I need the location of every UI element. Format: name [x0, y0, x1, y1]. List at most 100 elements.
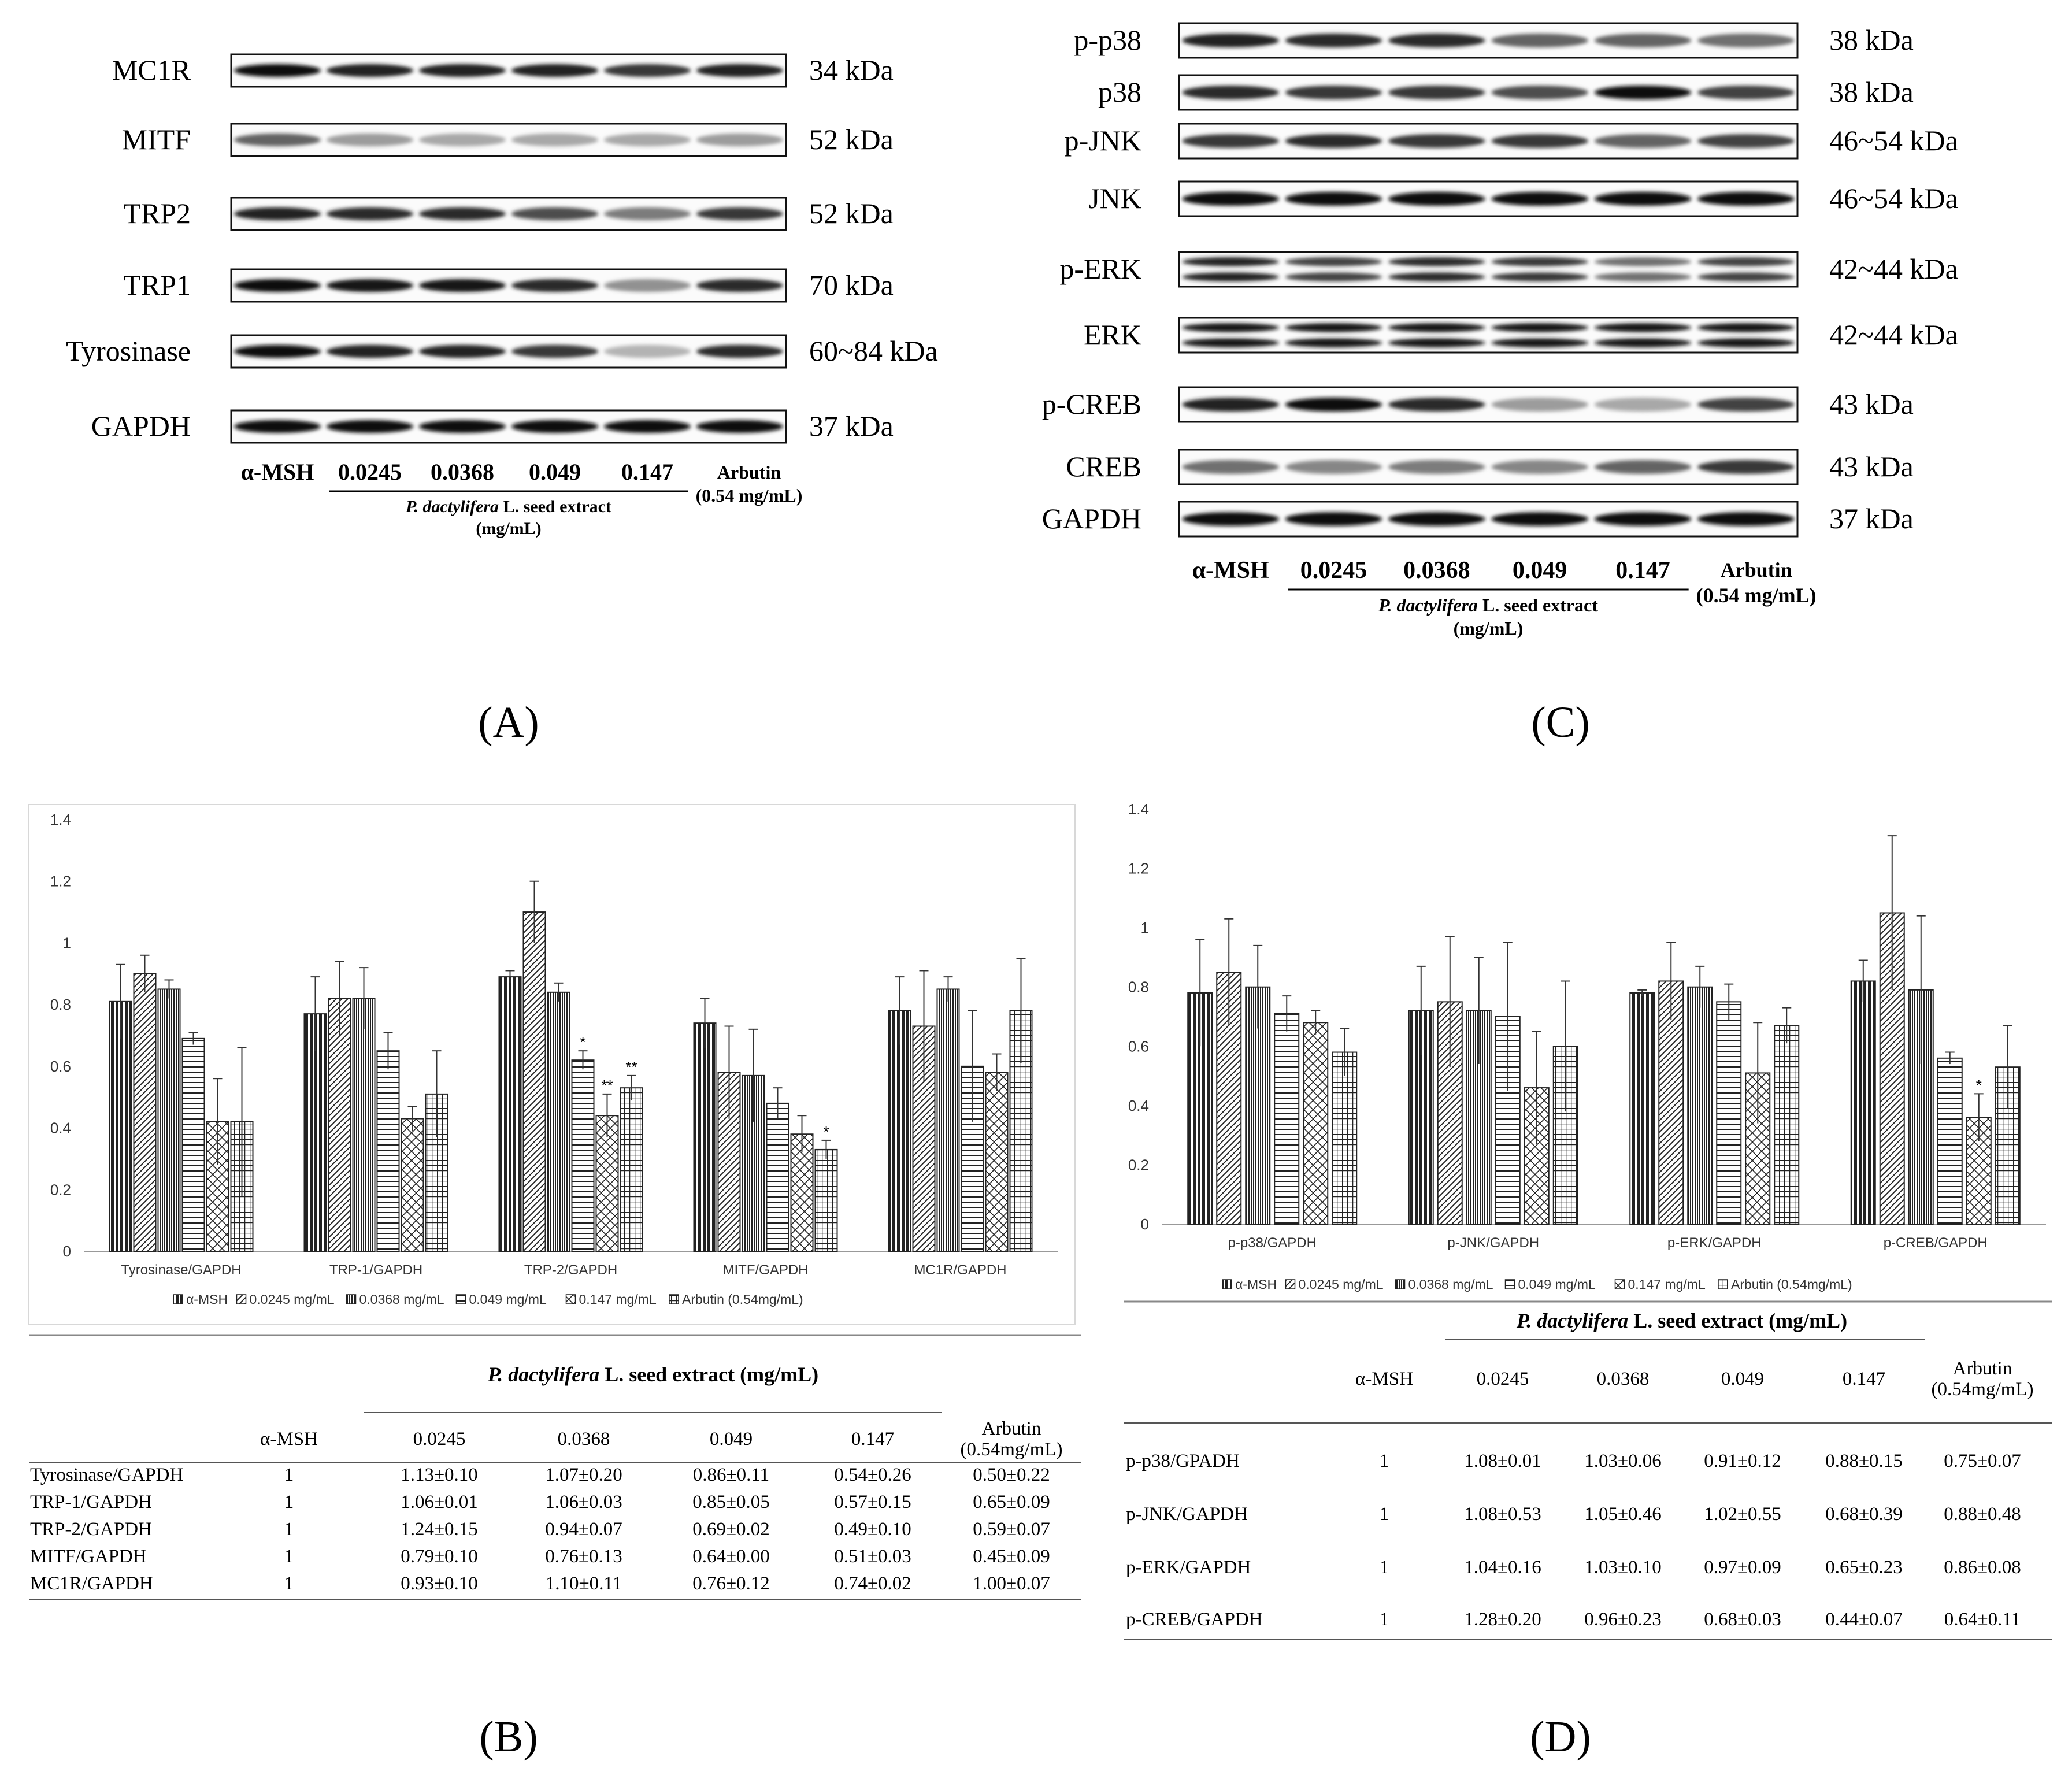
group-title-rest: L. seed extract (mg/mL) — [1628, 1309, 1847, 1332]
blot-band — [418, 207, 506, 221]
blot-band — [233, 420, 321, 433]
legend-swatch — [1614, 1279, 1625, 1289]
blot-band — [1182, 192, 1279, 206]
blot-strip — [1178, 449, 1799, 485]
bar — [1937, 1057, 1963, 1225]
blot-strip — [1178, 74, 1799, 111]
table-column-header: 0.147 — [1843, 1369, 1885, 1389]
legend-entry: Arbutin (0.54mg/mL) — [682, 1292, 803, 1307]
blot-band — [1285, 338, 1382, 347]
legend-entry: 0.0245 mg/mL — [250, 1292, 335, 1307]
x-category-label: p-JNK/GAPDH — [1447, 1235, 1539, 1251]
blot-band — [1697, 460, 1795, 474]
blot-row-label: JNK — [1088, 182, 1141, 214]
blot-row-label: ERK — [1084, 318, 1141, 351]
blot-band — [1491, 34, 1588, 47]
blot-row-label: MC1R — [112, 54, 191, 86]
blot-band — [326, 420, 414, 433]
table-cell: 0.96±0.23 — [1584, 1609, 1662, 1630]
blot-kda-label: 70 kDa — [809, 269, 894, 301]
table-cell: 0.74±0.02 — [834, 1573, 911, 1594]
bar — [1009, 1010, 1033, 1252]
table-row-label: p-ERK/GAPDH — [1126, 1557, 1251, 1578]
x-category-label: Tyrosinase/GAPDH — [121, 1262, 241, 1278]
table-cell: 0.64±0.11 — [1944, 1609, 2021, 1630]
blot-band — [603, 344, 691, 358]
table-cell: 1.13±0.10 — [401, 1465, 478, 1485]
blot-band — [1388, 323, 1485, 332]
table-column-header: 0.0368 — [1597, 1369, 1650, 1389]
legend-entry: α-MSH — [186, 1292, 228, 1307]
blot-kda-label: 52 kDa — [809, 123, 894, 155]
blot-strip — [230, 197, 787, 231]
blot-band — [1491, 460, 1588, 474]
blot-band — [603, 133, 691, 147]
blot-band — [1285, 192, 1382, 206]
blot-band — [1388, 192, 1485, 206]
legend-entry: 0.0368 mg/mL — [359, 1292, 444, 1307]
significance-marker: * — [823, 1123, 829, 1140]
y-tick-label: 0 — [63, 1243, 71, 1260]
blot-band — [603, 207, 691, 221]
blot-arbutin-label: Arbutin — [717, 462, 781, 483]
legend-swatch — [346, 1294, 357, 1304]
blot-arbutin-dose: (0.54 mg/mL) — [696, 485, 803, 506]
table-cell: 0.50±0.22 — [973, 1465, 1050, 1485]
bar — [571, 1059, 595, 1252]
blot-kda-label: 37 kDa — [809, 410, 894, 442]
table-cell: 1 — [284, 1465, 294, 1485]
blot-band — [1697, 338, 1795, 347]
table-row-label: TRP-2/GAPDH — [30, 1519, 152, 1540]
blot-kda-label: 60~84 kDa — [809, 335, 938, 367]
table-cell: 1 — [1380, 1504, 1389, 1525]
table-cell: 0.69±0.02 — [692, 1519, 770, 1540]
blot-strip — [1178, 123, 1799, 160]
blot-band — [1388, 512, 1485, 526]
y-tick-label: 0.8 — [50, 996, 71, 1013]
blot-band — [1697, 34, 1795, 47]
x-category-label: p-CREB/GAPDH — [1884, 1235, 1988, 1251]
table-cell: 0.94±0.07 — [545, 1519, 622, 1540]
blot-band — [1491, 86, 1588, 99]
blot-band — [326, 279, 414, 292]
x-category-label: p-ERK/GAPDH — [1667, 1235, 1762, 1251]
table-cell: 0.51±0.03 — [834, 1546, 911, 1567]
panel-label-b: (B) — [479, 1713, 538, 1761]
bar — [1716, 1001, 1742, 1225]
data-table-panel-b: P. dactylifera L. seed extract (mg/mL) α-… — [29, 1334, 1081, 1600]
significance-marker: ** — [625, 1058, 637, 1076]
blot-row-label: GAPDH — [1042, 502, 1141, 535]
blot-kda-label: 42~44 kDa — [1829, 253, 1958, 285]
blot-lane-label: 0.049 — [1513, 557, 1567, 584]
blot-band — [511, 133, 599, 147]
blot-band — [1182, 86, 1279, 99]
table-cell: 0.85±0.05 — [692, 1492, 770, 1513]
blot-kda-label: 38 kDa — [1829, 24, 1914, 56]
bar — [303, 1013, 327, 1252]
table-cell: 1.00±0.07 — [973, 1573, 1050, 1594]
blot-band — [1594, 257, 1692, 266]
table-cell: 1.08±0.53 — [1464, 1504, 1541, 1525]
blot-strip — [230, 409, 787, 444]
bar — [1658, 980, 1684, 1225]
blot-band — [326, 344, 414, 358]
bar — [961, 1065, 984, 1252]
table-cell: 1.28±0.20 — [1464, 1609, 1541, 1630]
table-cell: 0.64±0.00 — [692, 1546, 770, 1567]
table-cell: 1.07±0.20 — [545, 1465, 622, 1485]
table-cell: 0.65±0.09 — [973, 1492, 1050, 1513]
blot-band — [1388, 34, 1485, 47]
blot-strip — [230, 123, 787, 157]
blot-row-label: GAPDH — [91, 410, 191, 442]
extract-species: P. dactylifera — [1378, 595, 1478, 616]
y-tick-label: 1.4 — [1128, 800, 1149, 818]
bar — [766, 1102, 789, 1252]
table-cell: 1.06±0.03 — [545, 1492, 622, 1513]
bar — [328, 998, 351, 1252]
blot-band — [603, 420, 691, 433]
blot-band — [511, 279, 599, 292]
blot-band — [1594, 338, 1692, 347]
table-column-header: Arbutin — [1953, 1358, 2012, 1379]
table-cell: 1 — [284, 1519, 294, 1540]
table-cell: 0.79±0.10 — [401, 1546, 478, 1567]
